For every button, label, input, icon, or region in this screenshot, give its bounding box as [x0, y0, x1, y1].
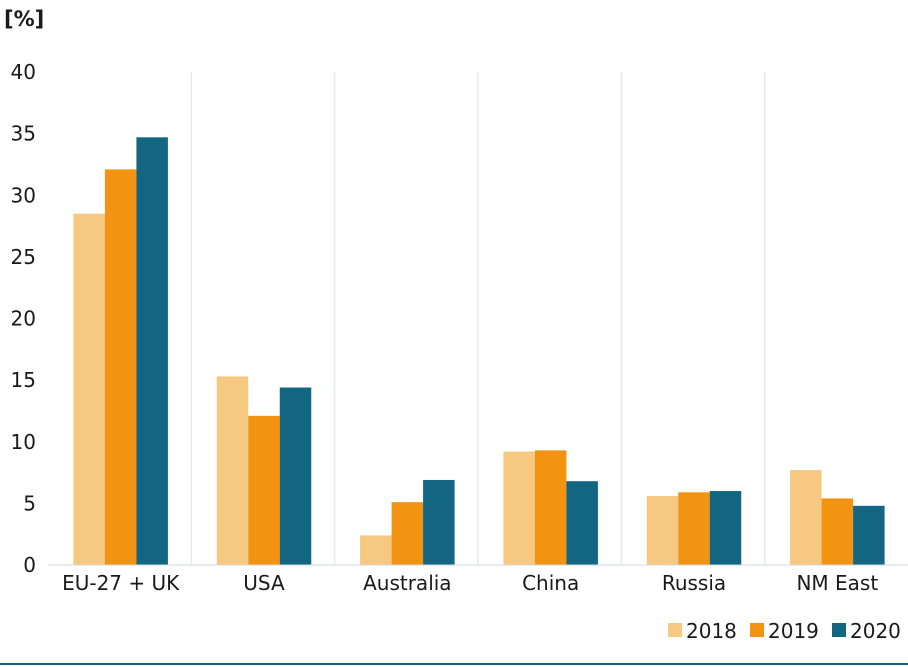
bar-2018 — [790, 470, 822, 565]
x-tick-label: NM East — [796, 571, 878, 595]
bar-2019 — [821, 498, 854, 565]
x-tick-label: Russia — [662, 571, 726, 595]
y-tick-label: 15 — [11, 368, 36, 392]
y-axis-unit-label: [%] — [4, 7, 44, 31]
bar-2019 — [391, 502, 424, 565]
bar-2019 — [678, 492, 710, 565]
legend-label: 2020 — [850, 619, 901, 643]
y-tick-label: 30 — [11, 183, 36, 207]
category-separators — [190, 72, 766, 565]
bar-2020 — [853, 505, 885, 565]
bar-2018 — [360, 535, 392, 565]
y-tick-label: 5 — [23, 491, 36, 515]
legend-label: 2018 — [686, 619, 737, 643]
bar-2018 — [216, 376, 249, 565]
y-tick-label: 25 — [11, 245, 36, 269]
x-tick-label: Australia — [363, 571, 451, 595]
legend-swatch — [832, 623, 846, 637]
legend-label: 2019 — [768, 619, 819, 643]
bar-2020 — [566, 481, 598, 565]
bar-2020 — [136, 137, 168, 565]
y-tick-label: 40 — [11, 60, 36, 84]
x-tick-label: USA — [243, 571, 285, 595]
bar-2019 — [248, 415, 280, 565]
x-tick-label: China — [522, 571, 579, 595]
y-tick-label: 20 — [11, 307, 36, 331]
bar-2018 — [646, 495, 679, 565]
legend: 2018 2019 2020 — [668, 619, 901, 643]
bar-2020 — [423, 479, 455, 565]
bar-2020 — [279, 387, 312, 565]
y-tick-label: 0 — [23, 553, 36, 577]
y-tick-label: 10 — [11, 430, 36, 454]
legend-swatch — [668, 623, 682, 637]
bar-2020 — [709, 491, 742, 565]
y-tick-label: 35 — [11, 122, 36, 146]
bar-2018 — [73, 213, 105, 566]
bar-2019 — [104, 169, 137, 565]
y-axis-ticks: 0 5 10 15 20 25 30 35 40 — [11, 60, 36, 577]
x-tick-label: EU-27 + UK — [62, 571, 180, 595]
bars — [73, 137, 885, 566]
bar-2019 — [534, 450, 567, 565]
legend-swatch — [750, 623, 764, 637]
bar-2018 — [503, 451, 535, 565]
x-axis-ticks: EU-27 + UK USA Australia China Russia NM East — [62, 571, 878, 595]
